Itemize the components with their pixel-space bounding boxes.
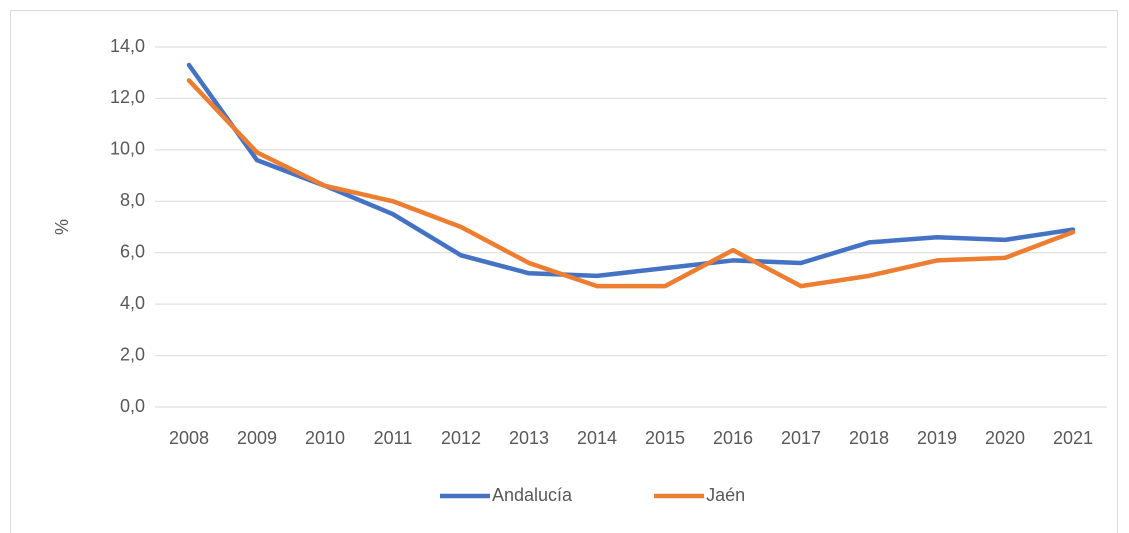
y-tick-label: 8,0 (120, 190, 145, 210)
chart-frame (10, 10, 1118, 533)
x-tick-label: 2015 (645, 428, 685, 448)
x-tick-label: 2011 (374, 428, 413, 448)
x-tick-label: 2017 (781, 428, 821, 448)
y-tick-label: 6,0 (120, 241, 145, 261)
y-tick-label: 14,0 (110, 36, 145, 56)
x-tick-label: 2020 (985, 428, 1025, 448)
x-tick-label: 2019 (917, 428, 957, 448)
line-series (186, 62, 1076, 279)
x-tick-label: 2018 (849, 428, 889, 448)
x-tick-label: 2013 (509, 428, 549, 448)
legend-label: Andalucía (492, 485, 573, 505)
x-tick-label: 2021 (1053, 428, 1093, 448)
y-tick-label: 12,0 (110, 87, 145, 107)
x-tick-label: 2010 (305, 428, 345, 448)
x-tick-label: 2009 (237, 428, 277, 448)
y-axis-label: % (52, 219, 72, 235)
y-tick-label: 10,0 (110, 139, 145, 159)
y-tick-label: 0,0 (120, 396, 145, 416)
x-tick-label: 2008 (169, 428, 209, 448)
line-series (186, 78, 1076, 289)
x-tick-label: 2012 (441, 428, 481, 448)
y-tick-label: 2,0 (120, 344, 145, 364)
legend-label: Jaén (706, 485, 745, 505)
x-tick-label: 2016 (713, 428, 753, 448)
y-tick-label: 4,0 (120, 293, 145, 313)
x-tick-label: 2014 (577, 428, 617, 448)
